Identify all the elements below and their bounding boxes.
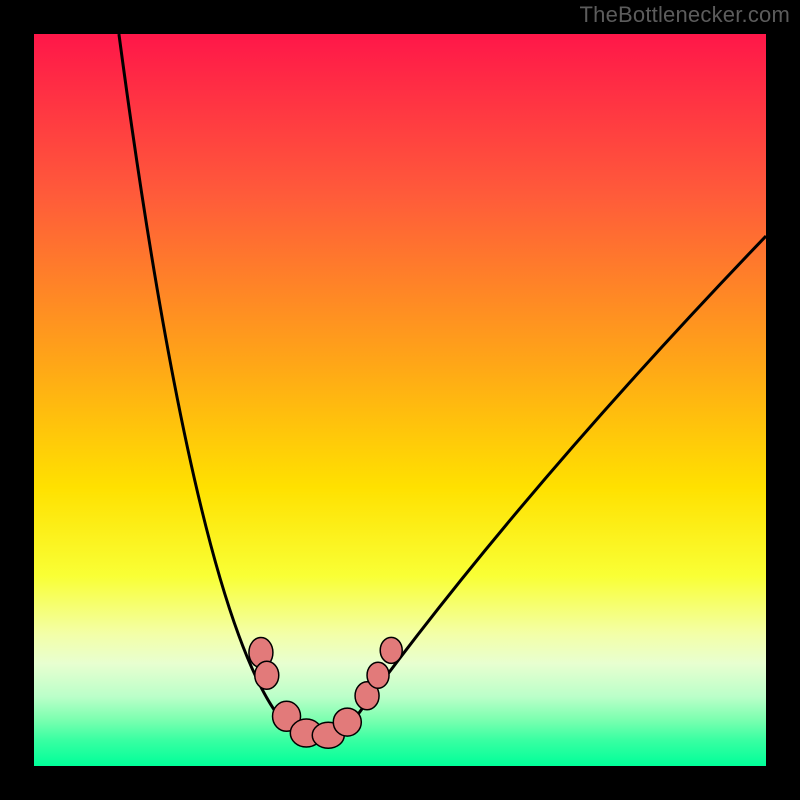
bead xyxy=(333,708,361,736)
bead xyxy=(255,661,279,689)
bottleneck-chart xyxy=(0,0,800,800)
watermark-text: TheBottlenecker.com xyxy=(580,2,790,28)
bead xyxy=(380,637,402,663)
stage: TheBottlenecker.com xyxy=(0,0,800,800)
bead xyxy=(367,662,389,688)
